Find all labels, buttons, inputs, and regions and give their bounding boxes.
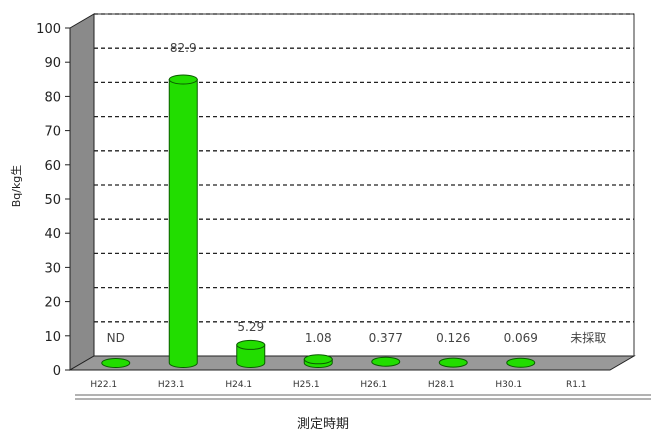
data-labels: ND 82.9 5.29 1.08 0.377 0.126 0.069 未採取	[107, 41, 607, 345]
bar-top	[303, 354, 333, 365]
bar-top	[101, 358, 131, 368]
data-label: 未採取	[570, 331, 606, 345]
y-tick-label: 90	[44, 56, 61, 71]
bar-top	[438, 357, 468, 368]
y-tick-label: 60	[44, 159, 61, 174]
side-wall	[69, 13, 95, 371]
x-tick-label: H26.1	[360, 380, 387, 390]
y-axis-ticks: 0 10 20 30 40 50 60 70 80 90 100	[36, 22, 71, 379]
data-label: 0.069	[504, 331, 538, 345]
y-axis-label: Bq/kg生	[9, 165, 23, 208]
bars	[101, 74, 536, 368]
data-label: 82.9	[170, 41, 197, 55]
bar-top	[236, 339, 266, 350]
y-tick-label: 80	[44, 90, 61, 105]
bar-top	[371, 356, 401, 367]
y-tick-label: 0	[53, 364, 61, 379]
y-tick-label: 70	[44, 125, 61, 140]
x-tick-label: H22.1	[90, 380, 117, 390]
bar	[236, 344, 266, 368]
bar	[168, 78, 198, 368]
y-tick-label: 30	[44, 261, 61, 276]
x-tick-label: H30.1	[495, 380, 522, 390]
x-tick-label: H23.1	[158, 380, 185, 390]
x-axis-label: 測定時期	[297, 417, 349, 432]
x-tick-label: H25.1	[293, 380, 320, 390]
y-tick-label: 20	[44, 296, 61, 311]
data-label: 0.126	[436, 331, 470, 345]
data-label: 0.377	[369, 331, 403, 345]
x-axis-categories: H22.1 H23.1 H24.1 H25.1 H26.1 H28.1 H30.1 R1.1	[75, 380, 651, 400]
x-tick-label: H24.1	[225, 380, 252, 390]
y-tick-label: 40	[44, 227, 61, 242]
floor	[68, 355, 636, 371]
bar-top	[168, 74, 198, 85]
y-tick-label: 50	[44, 193, 61, 208]
plot-frame	[68, 13, 636, 371]
y-tick-label: 100	[36, 22, 61, 37]
data-label: 5.29	[237, 320, 264, 334]
bar-top	[506, 357, 536, 368]
gridlines	[94, 13, 634, 323]
data-label: ND	[107, 331, 125, 345]
y-tick-label: 10	[44, 330, 61, 345]
data-label: 1.08	[305, 331, 332, 345]
x-tick-label: H28.1	[428, 380, 455, 390]
x-tick-label: R1.1	[566, 380, 587, 390]
